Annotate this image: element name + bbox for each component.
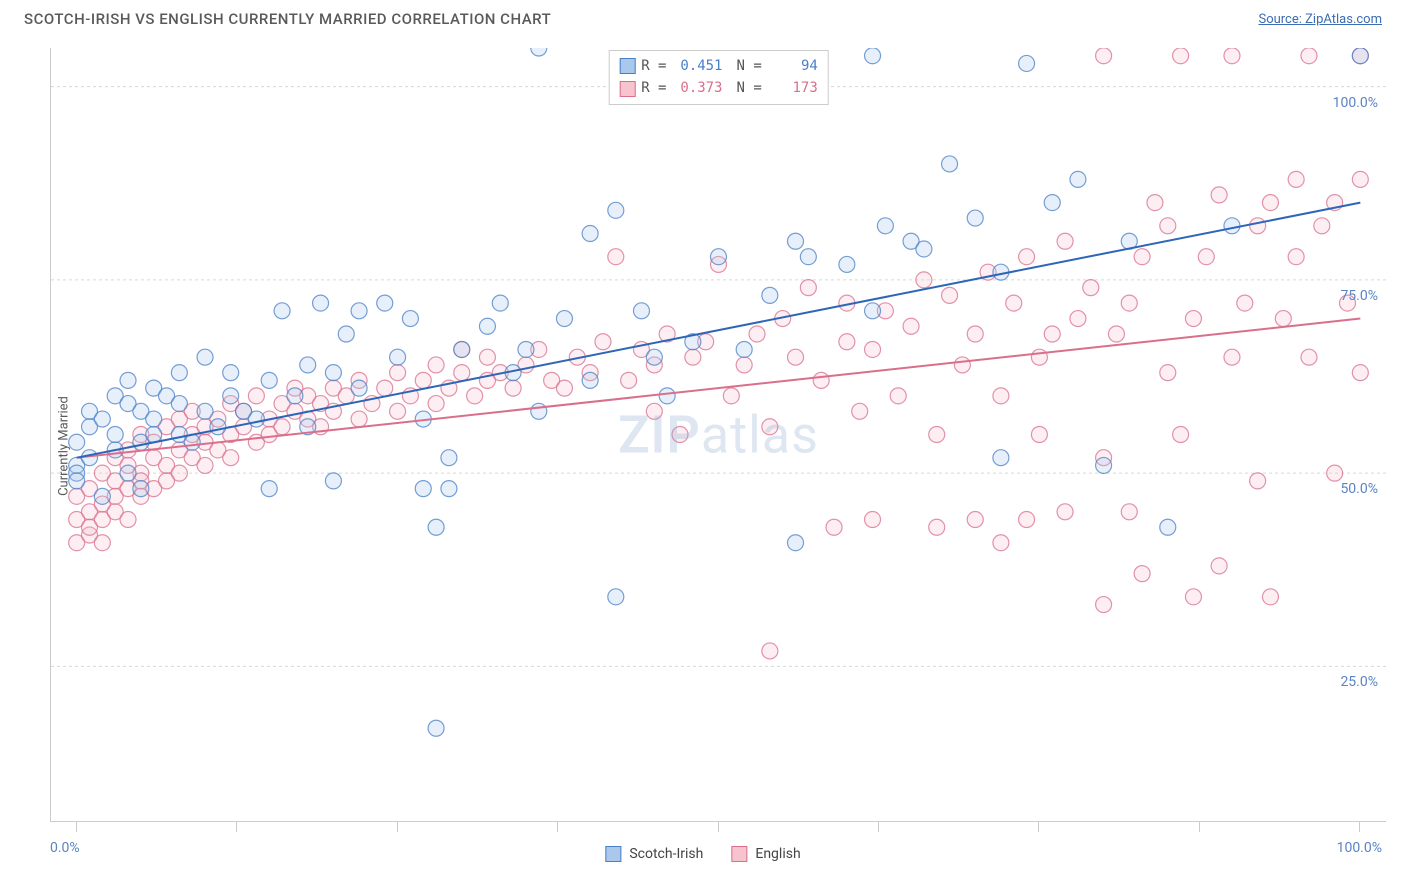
legend-swatch — [619, 58, 635, 74]
y-tick-label: 75.0% — [1340, 288, 1378, 304]
x-tick — [1038, 822, 1039, 832]
legend-item: English — [731, 846, 800, 862]
series-legend: Scotch-Irish English — [605, 846, 800, 862]
legend-row: R =0.451N =94 — [619, 55, 818, 77]
legend-label: Scotch-Irish — [629, 846, 703, 862]
source-link[interactable]: Source: ZipAtlas.com — [1258, 12, 1382, 27]
x-tick — [1199, 822, 1200, 832]
x-tick — [1359, 822, 1360, 832]
legend-swatch — [605, 846, 621, 862]
x-tick — [397, 822, 398, 832]
legend-label: English — [755, 846, 800, 862]
x-tick — [718, 822, 719, 832]
y-tick-label: 50.0% — [1340, 481, 1378, 497]
chart-plot-area: R =0.451N =94R =0.373N =173 ZIPatlas 25.… — [50, 48, 1386, 822]
y-tick-label: 100.0% — [1333, 95, 1378, 111]
x-tick — [76, 822, 77, 832]
y-tick-label: 25.0% — [1340, 674, 1378, 690]
legend-swatch — [619, 81, 635, 97]
correlation-legend: R =0.451N =94R =0.373N =173 — [608, 50, 829, 105]
chart-title: SCOTCH-IRISH VS ENGLISH CURRENTLY MARRIE… — [24, 10, 551, 28]
legend-item: Scotch-Irish — [605, 846, 703, 862]
x-tick-label: 100.0% — [1337, 840, 1382, 856]
legend-row: R =0.373N =173 — [619, 77, 818, 99]
legend-swatch — [731, 846, 747, 862]
x-tick — [878, 822, 879, 832]
x-tick-label: 0.0% — [50, 840, 80, 856]
scatter-svg — [51, 48, 1386, 821]
x-tick — [236, 822, 237, 832]
x-tick — [557, 822, 558, 832]
